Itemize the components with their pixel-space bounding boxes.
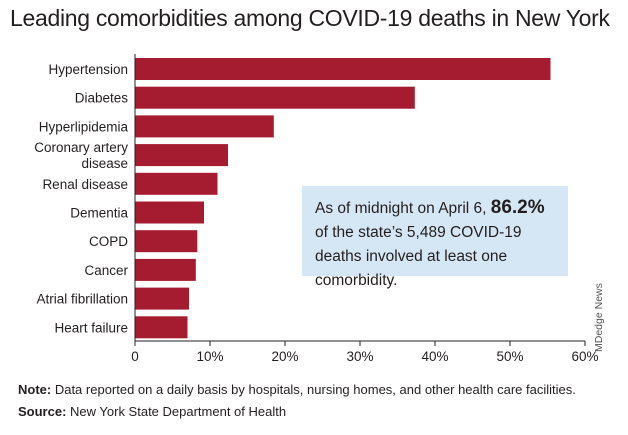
bar xyxy=(135,58,551,80)
credit-text: MDedge News xyxy=(593,283,605,352)
note-text: Data reported on a daily basis by hospit… xyxy=(51,382,576,397)
category-label: COPD xyxy=(89,234,128,249)
callout-text-after: of the state’s 5,489 COVID-19 deaths inv… xyxy=(315,224,522,289)
bar xyxy=(135,287,189,310)
category-label: Atrial fibrillation xyxy=(36,292,128,307)
bar xyxy=(135,86,415,109)
bar xyxy=(135,144,228,167)
category-label: Heart failure xyxy=(54,320,128,335)
bar xyxy=(135,258,196,281)
note-label: Note: xyxy=(18,382,52,397)
bar xyxy=(135,201,204,224)
x-tick-label: 50% xyxy=(496,349,523,364)
category-label: Hypertension xyxy=(48,62,128,77)
x-tick-label: 40% xyxy=(421,349,448,364)
x-tick-label: 60% xyxy=(571,349,598,364)
note: Note: Data reported on a daily basis by … xyxy=(18,382,576,397)
x-tick-label: 30% xyxy=(346,349,373,364)
x-tick-label: 10% xyxy=(196,349,223,364)
callout-text-before: As of midnight on April 6, xyxy=(315,200,491,217)
source: Source: New York State Department of Hea… xyxy=(18,404,286,419)
bar xyxy=(135,172,218,195)
bars-group xyxy=(135,58,551,339)
x-axis: 0 10% 20% 30% 40% 50% 60% xyxy=(131,54,599,364)
bar xyxy=(135,230,198,253)
bar xyxy=(135,115,274,138)
category-label: Dementia xyxy=(70,206,128,221)
category-label: Hyperlipidemia xyxy=(39,119,129,134)
chart-title: Leading comorbidities among COVID-19 dea… xyxy=(10,5,610,31)
category-label: Renal disease xyxy=(42,177,128,192)
source-text: New York State Department of Health xyxy=(66,404,287,419)
x-tick-label: 20% xyxy=(271,349,298,364)
category-label: Cancer xyxy=(84,263,128,278)
callout-box: As of midnight on April 6, 86.2% of the … xyxy=(302,186,568,289)
source-label: Source: xyxy=(18,404,67,419)
category-label: Coronary artery disease xyxy=(34,140,128,171)
bar xyxy=(135,316,188,339)
callout-highlight: 86.2% xyxy=(490,197,545,218)
category-labels: Hypertension Diabetes Hyperlipidemia Corona… xyxy=(34,62,128,335)
category-label: Diabetes xyxy=(75,91,129,106)
x-tick-label: 0 xyxy=(131,349,139,364)
